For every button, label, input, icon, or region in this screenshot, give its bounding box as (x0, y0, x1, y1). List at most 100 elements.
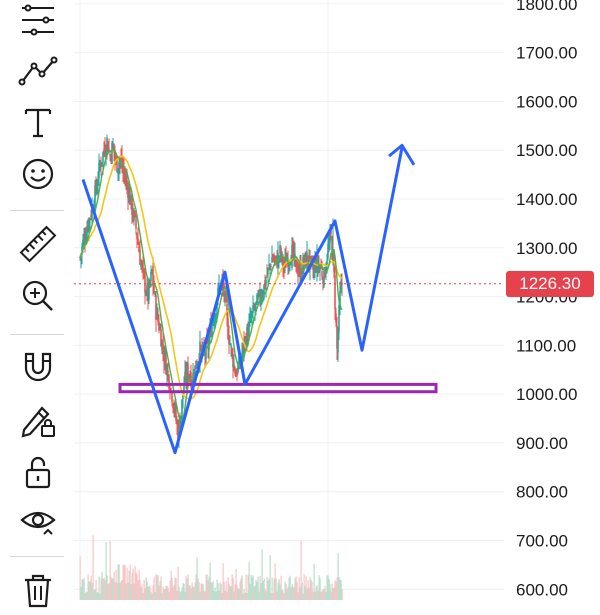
candle-body (111, 142, 113, 164)
volume-bar (318, 575, 320, 600)
volume-bar (238, 589, 240, 600)
volume-bar (233, 591, 235, 600)
candle-body (88, 218, 90, 232)
magnet-button[interactable] (12, 348, 64, 392)
candle-body (106, 137, 108, 150)
volume-bar (303, 574, 305, 600)
candle-body (126, 179, 128, 186)
volume-bar (278, 579, 280, 600)
volume-bar (207, 580, 209, 600)
volume-bar (258, 591, 260, 600)
trash-icon (18, 570, 58, 615)
candle-body (163, 355, 165, 362)
candle-body (95, 181, 97, 191)
volume-bar (314, 591, 316, 600)
volume-bar (110, 576, 112, 600)
volume-bar (252, 575, 254, 600)
ruler-button[interactable] (12, 224, 64, 268)
candle-body (165, 355, 167, 375)
volume-bar (124, 565, 126, 600)
candle-body (335, 313, 337, 323)
candle-body (259, 289, 261, 301)
emoji-icon (18, 154, 58, 199)
volume-bar (176, 590, 178, 600)
remove-drawings-button[interactable] (12, 570, 64, 614)
volume-bar (212, 581, 214, 600)
volume-bar (171, 577, 173, 600)
volume-bar (148, 586, 150, 600)
candle-body (330, 229, 332, 235)
candle-body (164, 353, 166, 360)
candle-body (325, 268, 327, 274)
candle-body (123, 166, 125, 174)
volume-bar (99, 593, 101, 600)
chart-pane[interactable]: 1800.00 1700.00 1600.00 1500.00 1400.00 1300.… (74, 0, 600, 600)
trend-tools-button[interactable] (12, 0, 64, 44)
candle-body (101, 162, 103, 164)
volume-bar (284, 581, 286, 600)
candle-body (275, 255, 277, 258)
price-chart[interactable]: 1800.00 1700.00 1600.00 1500.00 1400.00 1300.… (74, 0, 600, 600)
volume-bar (268, 578, 270, 600)
candle-body (150, 271, 152, 281)
volume-bar (217, 583, 219, 600)
price-axis-label: 1000.00 (516, 385, 577, 404)
price-axis-label: 1600.00 (516, 92, 577, 111)
candle-body (260, 298, 262, 306)
volume-bar (95, 580, 97, 600)
unlock-button[interactable] (12, 452, 64, 496)
candle-body (173, 405, 175, 411)
candle-body (315, 261, 317, 270)
candle-body (228, 335, 230, 345)
candle-body (324, 270, 326, 278)
volume-bar (266, 576, 268, 600)
volume-bar (214, 587, 216, 600)
volume-bar (295, 576, 297, 600)
volume-bar (193, 587, 195, 600)
volume-bar (91, 582, 93, 600)
emoji-button[interactable] (12, 154, 64, 198)
volume-bar (259, 575, 261, 600)
volume-bar (192, 586, 194, 600)
volume-bar (157, 575, 159, 600)
candle-body (340, 284, 342, 291)
price-axis-label: 1100.00 (516, 336, 576, 355)
volume-bar (183, 583, 185, 600)
volume-bar (153, 576, 155, 600)
candle-body (229, 343, 231, 345)
volume-bar (337, 552, 339, 600)
volume-bar (208, 576, 210, 600)
pattern-tools-button[interactable] (12, 52, 64, 96)
volume-bar (262, 580, 264, 600)
candle-body (293, 243, 295, 260)
candle-body (148, 281, 150, 300)
moving-average-fast-line (79, 148, 343, 423)
candle-body (249, 316, 251, 322)
volume-bar (311, 582, 313, 600)
volume-bar (312, 591, 314, 600)
volume-bar (189, 585, 191, 600)
volume-bar (332, 588, 334, 600)
candle-body (84, 239, 86, 241)
volume-bar (228, 584, 230, 600)
ruler-icon (18, 224, 58, 269)
hide-drawings-button[interactable] (12, 500, 64, 544)
candle-body (180, 415, 182, 431)
candle-body (155, 295, 157, 320)
volume-bar (277, 582, 279, 600)
candle-body (125, 178, 127, 181)
candle-body (207, 339, 209, 349)
volume-bar (118, 564, 120, 600)
volume-bar (184, 591, 186, 600)
volume-bar (177, 566, 179, 600)
volume-bar (254, 585, 256, 600)
lock-drawings-button[interactable] (12, 400, 64, 444)
zoom-in-button[interactable] (12, 276, 64, 320)
candle-body (152, 265, 154, 285)
volume-bar (250, 574, 252, 600)
volume-bar (218, 590, 220, 600)
volume-bar (279, 584, 281, 600)
volume-bar (296, 582, 298, 600)
text-tool-button[interactable] (12, 102, 64, 146)
volume-bar (306, 588, 308, 600)
